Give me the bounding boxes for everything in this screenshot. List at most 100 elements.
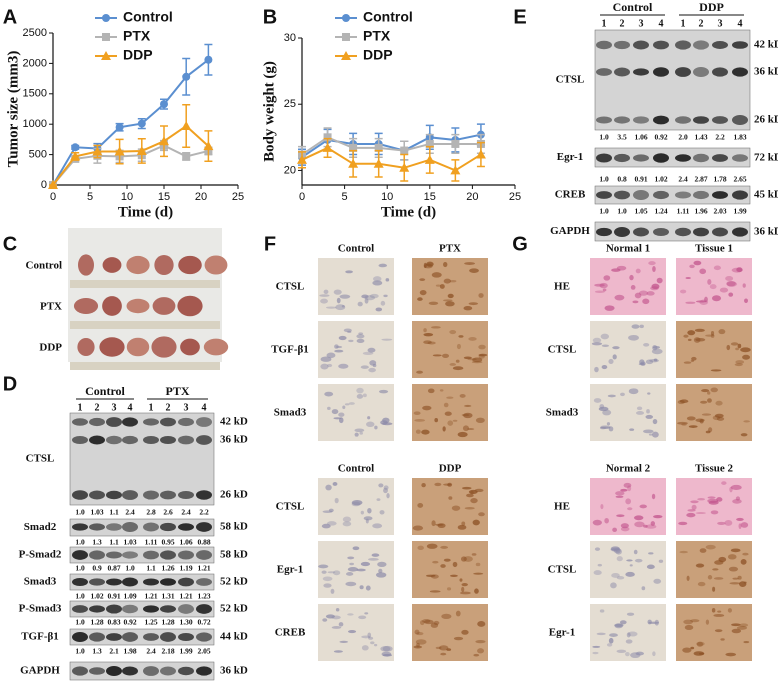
tissue-texture	[425, 574, 436, 577]
tissue-texture	[625, 639, 633, 644]
quant-label: 1.98	[123, 647, 136, 656]
tissue-texture	[463, 412, 473, 419]
band	[693, 190, 709, 200]
tissue-texture	[696, 641, 704, 647]
band	[712, 227, 728, 237]
tissue-texture	[443, 299, 453, 302]
panel-letter: G	[512, 233, 528, 255]
tissue-texture	[699, 268, 707, 275]
band	[143, 418, 159, 426]
tissue-texture	[381, 651, 392, 657]
tissue-texture	[334, 349, 344, 353]
tissue-texture	[435, 284, 441, 287]
band	[653, 115, 669, 125]
data-point	[203, 141, 214, 151]
x-tick-label: 25	[509, 191, 521, 203]
tissue-texture	[730, 342, 739, 346]
tissue-texture	[705, 544, 716, 550]
tissue-texture	[438, 645, 449, 651]
quant-label: 0.95	[161, 538, 174, 547]
quant-label: 1.0	[599, 175, 609, 184]
quant-label: 1.24	[654, 207, 667, 216]
band	[614, 67, 630, 77]
tissue-texture	[463, 306, 473, 311]
tissue-texture	[687, 330, 696, 336]
x-tick-label: 10	[381, 191, 393, 203]
tissue-texture	[713, 613, 725, 617]
tissue-texture	[690, 646, 695, 650]
tissue-texture	[383, 294, 388, 298]
tissue-texture	[420, 620, 425, 626]
tissue-texture	[679, 550, 688, 554]
tissue-texture	[650, 521, 656, 526]
quant-label: 0.8	[617, 175, 627, 184]
tissue-texture	[693, 337, 701, 343]
lane-label: 1	[602, 18, 607, 29]
tissue-texture	[382, 645, 393, 652]
tissue-texture	[386, 493, 390, 499]
band	[160, 490, 176, 500]
y-tick-label: 0	[41, 179, 47, 191]
band	[122, 417, 138, 427]
tissue-texture	[728, 292, 734, 297]
tissue-texture	[452, 561, 458, 568]
band	[160, 522, 176, 532]
quant-label: 1.3	[92, 538, 102, 547]
group-label: DDP	[39, 342, 62, 354]
band	[89, 490, 105, 500]
tissue-texture	[707, 498, 719, 503]
tissue-texture	[382, 417, 390, 424]
tissue-texture	[736, 267, 743, 273]
tissue-texture	[322, 576, 333, 582]
tissue-texture	[457, 524, 467, 530]
tissue-texture	[464, 404, 472, 407]
band	[72, 632, 88, 642]
quant-label: 2.2	[715, 133, 725, 142]
tissue-texture	[320, 363, 329, 370]
tissue-texture	[461, 582, 468, 587]
tissue-texture	[461, 629, 469, 635]
tissue-texture	[372, 280, 383, 286]
tissue-texture	[415, 429, 421, 434]
tumor	[203, 338, 229, 356]
tissue-texture	[634, 558, 643, 563]
tissue-texture	[477, 648, 485, 654]
tissue-texture	[636, 411, 645, 415]
tissue-texture	[643, 429, 654, 434]
tissue-texture	[743, 420, 750, 423]
data-point	[160, 100, 168, 109]
band	[178, 666, 194, 676]
band	[633, 227, 649, 237]
tissue-texture	[452, 419, 458, 422]
band	[653, 227, 669, 237]
tissue-texture	[383, 487, 388, 494]
tissue-texture	[611, 547, 621, 552]
tissue-texture	[419, 278, 426, 282]
tissue-texture	[634, 292, 642, 299]
tissue-texture	[620, 488, 628, 492]
data-point	[349, 143, 358, 152]
tissue-texture	[731, 623, 741, 627]
tissue-texture	[649, 358, 659, 363]
band	[596, 68, 612, 76]
tissue-texture	[460, 556, 467, 562]
quant-label: 0.91	[107, 592, 120, 601]
band	[89, 435, 105, 445]
tissue-texture	[423, 340, 432, 345]
tissue-texture	[331, 626, 342, 629]
tissue-texture	[449, 363, 456, 366]
tissue-texture	[373, 276, 382, 282]
quant-label: 0.87	[107, 564, 120, 573]
quant-label: 2.2	[199, 508, 209, 517]
tissue-texture	[697, 498, 705, 501]
tissue-texture	[358, 615, 367, 620]
legend-label: DDP	[363, 47, 393, 63]
tissue-texture	[635, 651, 645, 656]
tumor	[126, 337, 150, 357]
band	[106, 435, 122, 445]
band	[633, 68, 649, 76]
blot	[69, 412, 215, 506]
tissue-texture	[717, 610, 722, 613]
tissue-texture	[601, 365, 608, 370]
tissue-texture	[439, 389, 444, 392]
